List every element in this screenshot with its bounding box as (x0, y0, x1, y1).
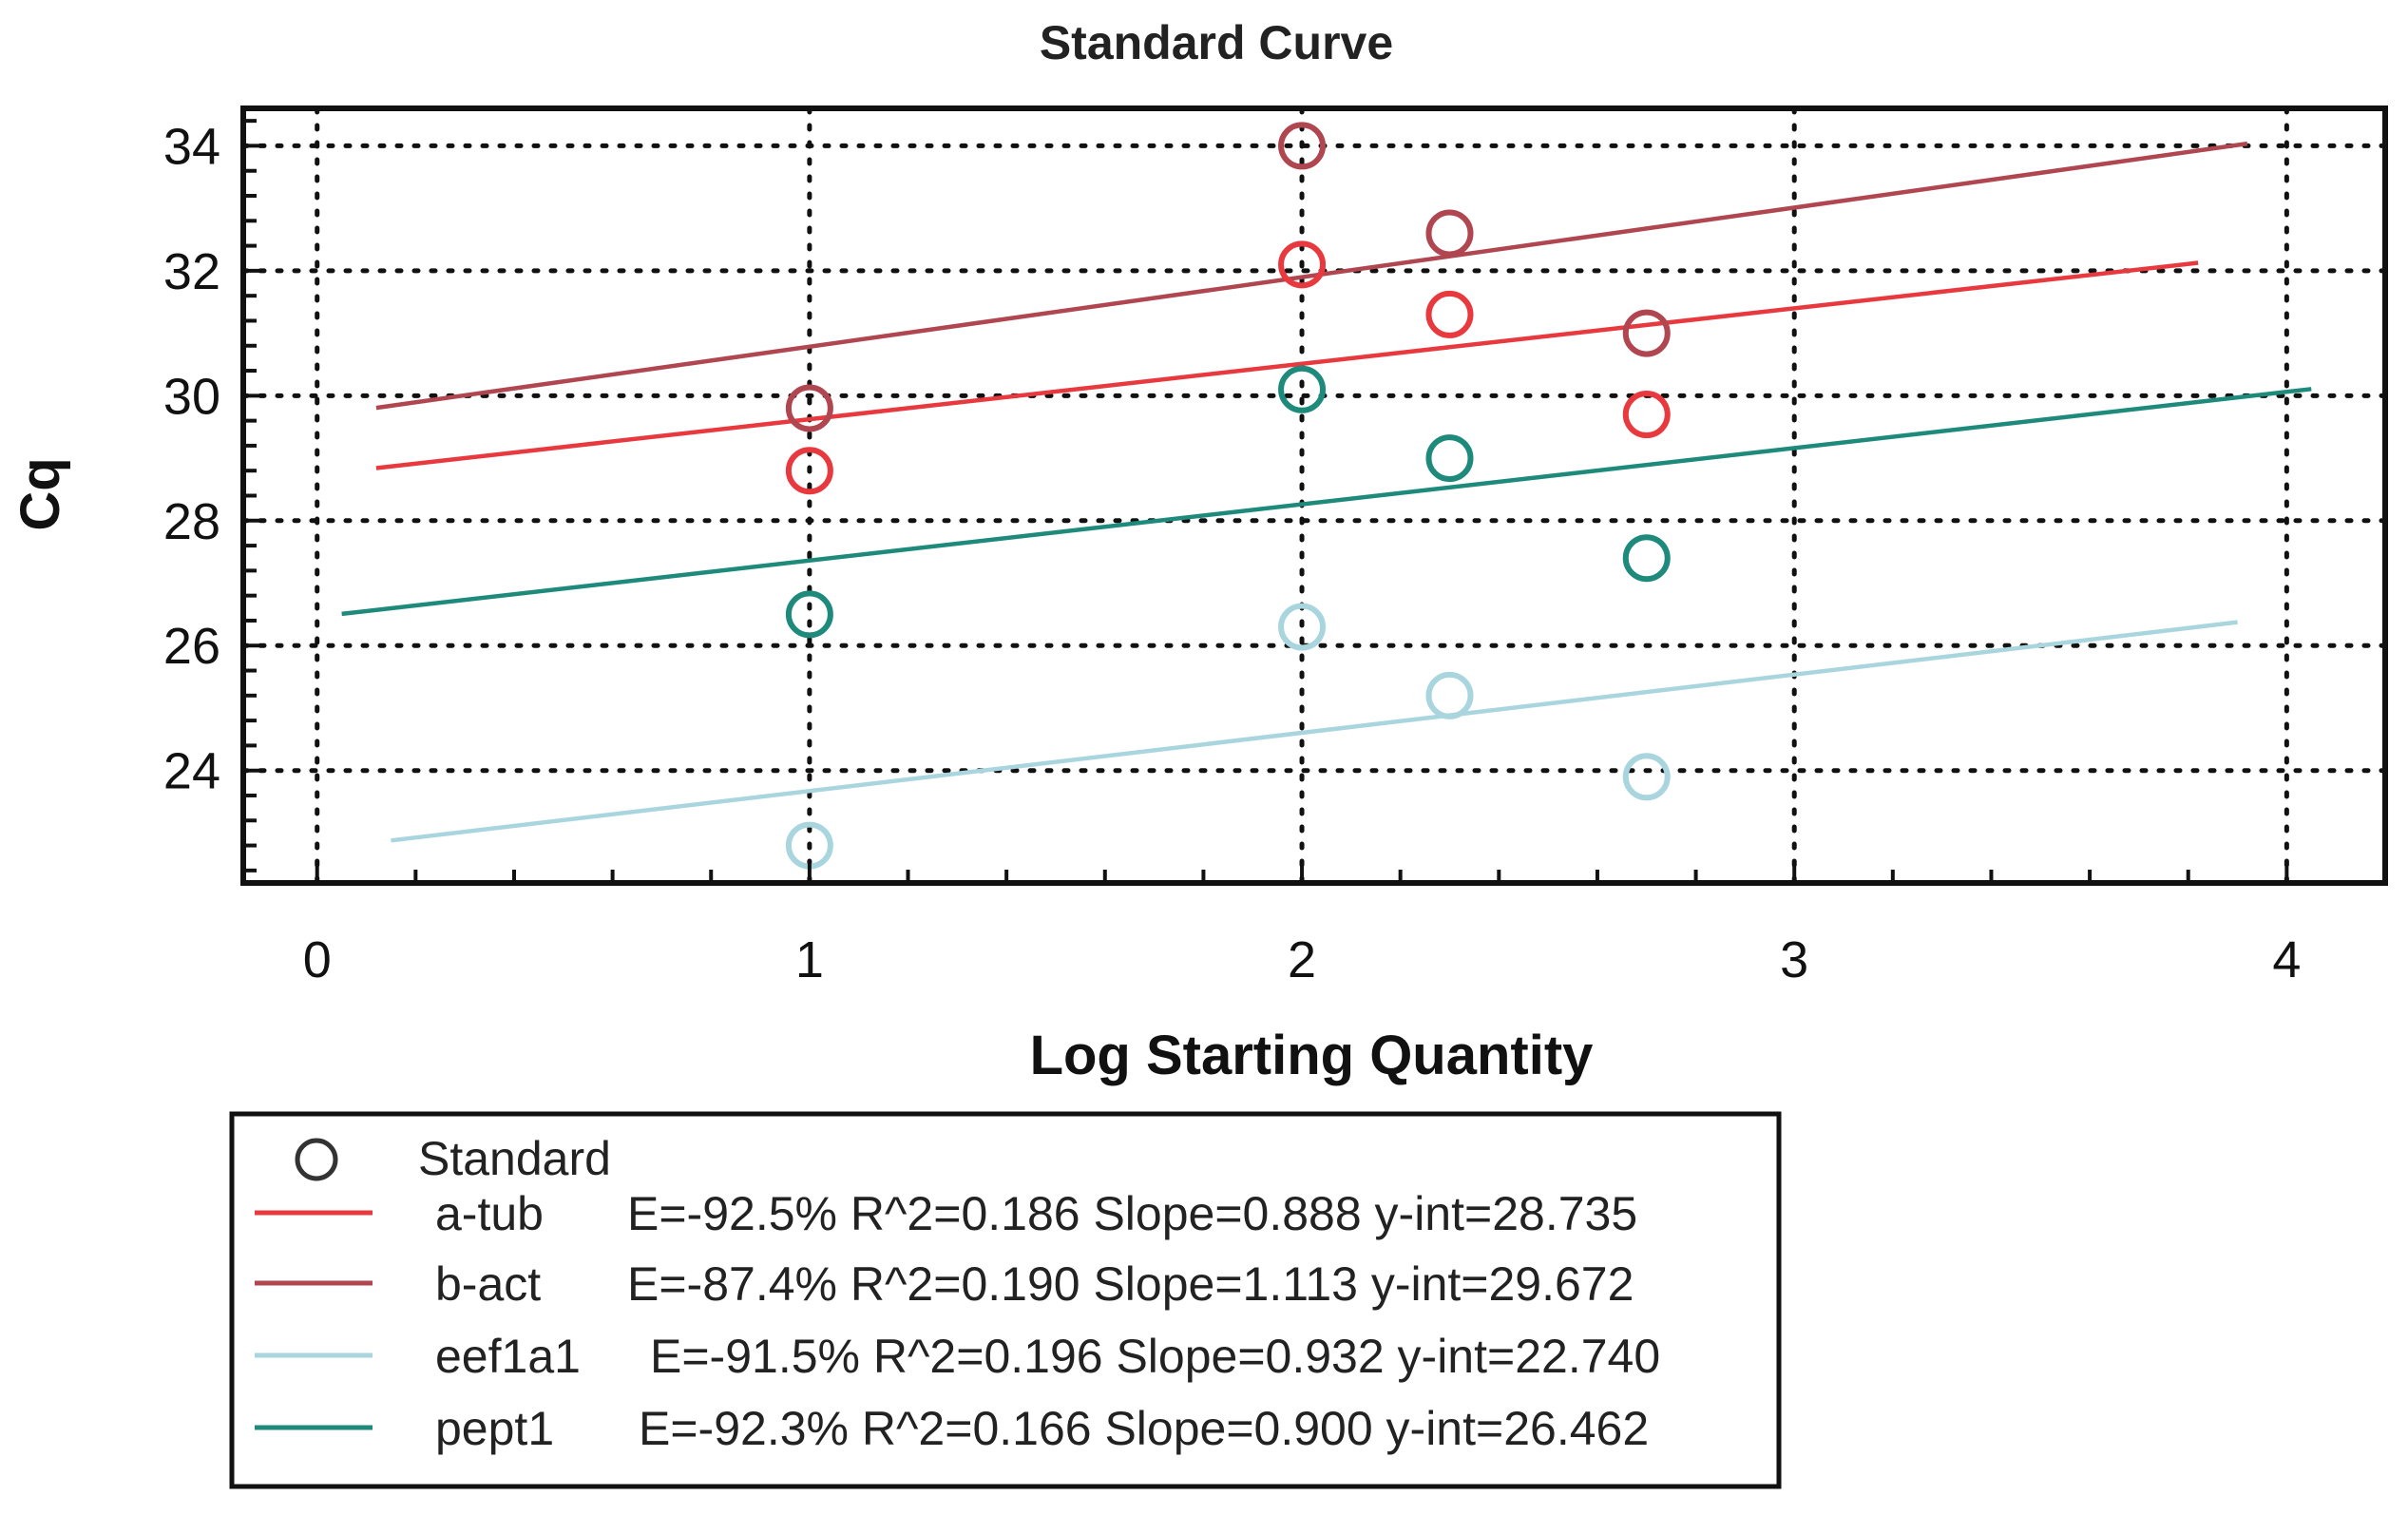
legend-rows: a-tub E=-92.5% R^2=0.186 Slope=0.888 y-in… (255, 1187, 1660, 1455)
x-tick-label: 3 (1780, 931, 1808, 988)
legend-name-eef1a1: eef1a1 (435, 1330, 581, 1383)
fit-lines (341, 141, 2312, 843)
y-tick-label: 30 (163, 368, 220, 425)
legend-stats-b-act: E=-87.4% R^2=0.190 Slope=1.113 y-int=29.… (627, 1257, 1634, 1311)
point-a-tub (1425, 290, 1474, 338)
minor-ticks (243, 119, 2387, 883)
y-tick-label: 34 (163, 118, 220, 175)
x-tick-label: 4 (2272, 931, 2301, 988)
point-a-tub (785, 447, 833, 495)
point-eef1a1 (1278, 603, 1327, 651)
point-b-act (1425, 209, 1474, 258)
point-b-act (785, 384, 833, 432)
data-points (785, 122, 1671, 870)
chart-title: Standard Curve (1040, 16, 1393, 69)
point-b-act (1622, 309, 1671, 357)
legend-stats-a-tub: E=-92.5% R^2=0.186 Slope=0.888 y-int=28.… (627, 1187, 1637, 1240)
point-pept1 (1622, 534, 1671, 583)
point-b-act (1278, 122, 1327, 170)
point-pept1 (1278, 365, 1327, 413)
legend: Standard a-tub E=-92.5% R^2=0.186 Slope=0… (229, 1111, 1782, 1489)
legend-name-pept1: pept1 (435, 1402, 554, 1455)
point-pept1 (1425, 434, 1474, 483)
legend-stats-pept1: E=-92.3% R^2=0.166 Slope=0.900 y-int=26.… (639, 1402, 1649, 1455)
point-a-tub (1622, 391, 1671, 439)
fit-line-a-tub (375, 260, 2199, 470)
point-eef1a1 (1622, 753, 1671, 801)
y-axis-label: Cq (10, 457, 71, 530)
y-tick-label: 32 (163, 243, 220, 300)
legend-name-a-tub: a-tub (435, 1187, 544, 1240)
x-tick-label: 2 (1288, 931, 1316, 988)
point-a-tub (1278, 240, 1327, 289)
x-tick-label: 1 (795, 931, 824, 988)
y-tick-label: 26 (163, 618, 220, 675)
grid-lines (240, 105, 2388, 886)
y-tick-label: 24 (163, 743, 220, 800)
x-axis-label: Log Starting Quantity (1030, 1025, 1594, 1086)
legend-standard-label: Standard (418, 1132, 611, 1185)
point-pept1 (785, 590, 833, 639)
plot-area-frame (240, 105, 2388, 886)
fit-line-pept1 (341, 387, 2312, 617)
x-tick-label: 0 (303, 931, 332, 988)
fit-line-b-act (375, 141, 2248, 411)
legend-standard-marker (295, 1138, 338, 1181)
point-eef1a1 (1425, 671, 1474, 719)
y-tick-label: 28 (163, 493, 220, 550)
legend-name-b-act: b-act (435, 1257, 541, 1311)
legend-frame (229, 1111, 1782, 1489)
fit-line-eef1a1 (391, 620, 2238, 843)
legend-stats-eef1a1: E=-91.5% R^2=0.196 Slope=0.932 y-int=22.… (650, 1330, 1660, 1383)
